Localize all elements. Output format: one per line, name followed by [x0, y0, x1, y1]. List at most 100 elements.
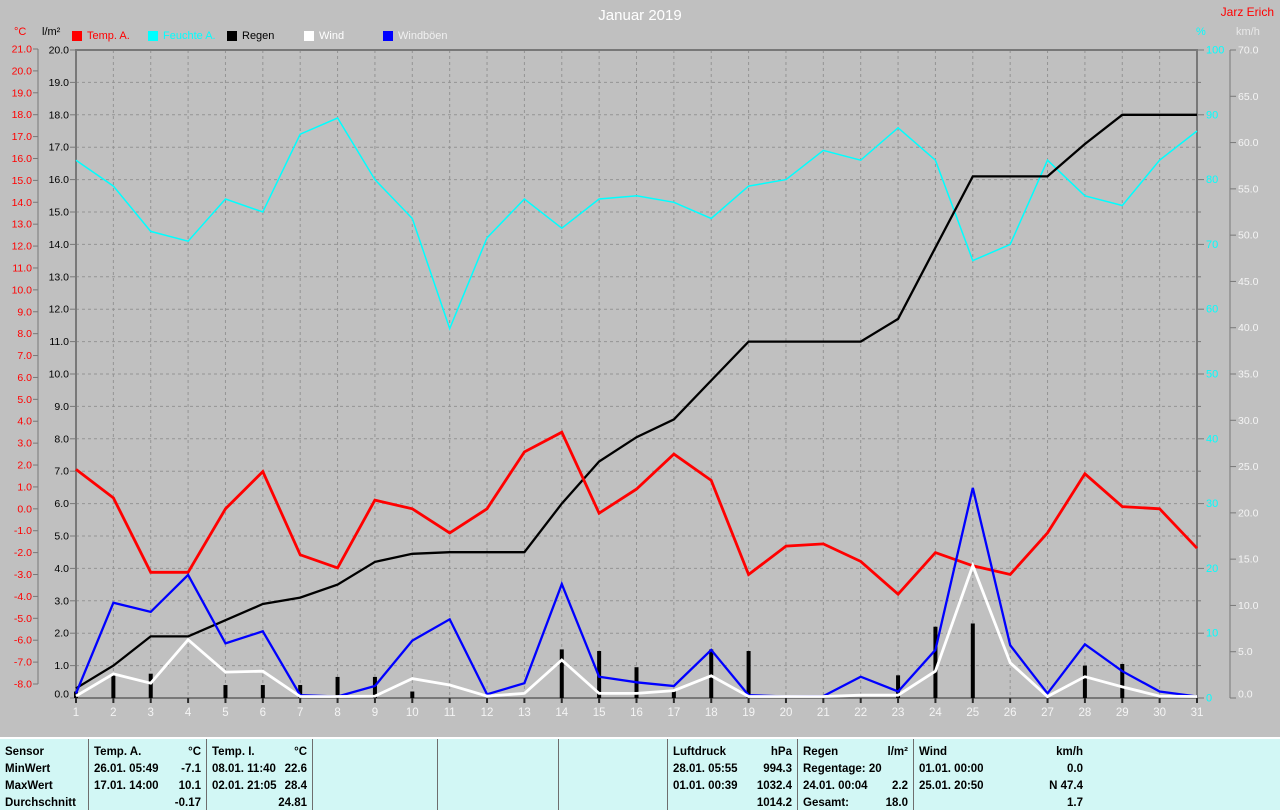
legend-item-temp-a: Temp. A. — [72, 30, 130, 42]
svg-text:6.0: 6.0 — [17, 372, 32, 384]
svg-text:17.0: 17.0 — [49, 142, 70, 154]
svg-text:10.0: 10.0 — [49, 369, 70, 381]
summary-cell-label: Luftdruck — [673, 745, 727, 758]
legend-swatch-icon — [383, 31, 393, 41]
rain-cumulative-line — [75, 113, 1197, 690]
svg-text:5: 5 — [222, 707, 228, 719]
summary-row: 28.01. 05:55 994.3 — [673, 760, 792, 777]
svg-text:20: 20 — [780, 707, 793, 719]
svg-text:-4.0: -4.0 — [14, 591, 32, 603]
svg-text:18: 18 — [705, 707, 718, 719]
svg-text:14.0: 14.0 — [49, 239, 70, 251]
summary-cell-value: 1.7 — [1067, 796, 1083, 809]
summary-column-empty — [558, 739, 667, 810]
summary-cell-label: Temp. I. — [212, 745, 255, 758]
svg-text:16: 16 — [630, 707, 643, 719]
svg-text:18.0: 18.0 — [12, 109, 33, 121]
summary-row: MinWert — [5, 760, 83, 777]
svg-text:9.0: 9.0 — [17, 306, 32, 318]
svg-text:11: 11 — [444, 707, 456, 719]
svg-text:2: 2 — [110, 707, 116, 719]
svg-text:7: 7 — [297, 707, 303, 719]
svg-text:-1.0: -1.0 — [14, 525, 32, 537]
svg-text:27: 27 — [1041, 707, 1054, 719]
svg-text:21: 21 — [817, 707, 830, 719]
legend-label: Feuchte A. — [163, 30, 216, 42]
svg-text:0.0: 0.0 — [54, 689, 69, 701]
svg-text:13.0: 13.0 — [12, 219, 33, 231]
wind-line — [75, 561, 1198, 699]
summary-row: Wind km/h — [919, 743, 1083, 760]
summary-cell-value: N 47.4 — [1049, 779, 1083, 792]
svg-text:13: 13 — [518, 707, 531, 719]
svg-text:5.0: 5.0 — [17, 394, 32, 406]
svg-text:80: 80 — [1206, 174, 1218, 186]
svg-text:60.0: 60.0 — [1238, 137, 1259, 149]
svg-text:9.0: 9.0 — [54, 401, 69, 413]
svg-text:3.0: 3.0 — [54, 595, 69, 607]
summary-cell-value: 1014.2 — [756, 796, 792, 809]
summary-column-temp-a: Temp. A. °C 26.01. 05:49 -7.1 17.01. 14:00 10… — [88, 739, 206, 810]
summary-cell-label: 24.01. 00:04 — [803, 779, 868, 792]
svg-text:16.0: 16.0 — [12, 153, 33, 165]
svg-text:13.0: 13.0 — [49, 271, 70, 283]
summary-row: 1014.2 — [673, 794, 792, 810]
rain-axis: 20.0 19.0 18.0 17.0 16.0 15.0 14.0 13.0 12.0 11.0… — [49, 45, 75, 701]
summary-cell-label: Sensor — [5, 745, 44, 758]
summary-row: Luftdruck hPa — [673, 743, 792, 760]
wind-axis: 70.0 65.0 60.0 55.0 50.0 45.0 40.0 35.0 30.0 25.0… — [1229, 45, 1259, 701]
svg-text:10.0: 10.0 — [12, 284, 33, 296]
temperature-line — [75, 430, 1199, 597]
legend-label: Temp. A. — [87, 30, 130, 42]
summary-row: Regentage: 20 — [803, 760, 908, 777]
legend-swatch-icon — [72, 31, 82, 41]
svg-text:14.0: 14.0 — [12, 197, 33, 209]
svg-text:15: 15 — [593, 707, 606, 719]
svg-text:5.0: 5.0 — [54, 531, 69, 543]
svg-text:1.0: 1.0 — [17, 481, 32, 493]
svg-text:17.0: 17.0 — [12, 131, 33, 143]
summary-row: Sensor — [5, 743, 83, 760]
legend-item-feuchte-a: Feuchte A. — [148, 30, 216, 42]
svg-text:30: 30 — [1206, 498, 1218, 510]
svg-text:2.0: 2.0 — [17, 460, 32, 472]
svg-text:2.0: 2.0 — [54, 628, 69, 640]
summary-row: -0.17 — [94, 794, 201, 810]
summary-cell-value: hPa — [770, 745, 792, 758]
summary-row: 02.01. 21:05 28.4 — [212, 777, 307, 794]
svg-text:55.0: 55.0 — [1238, 183, 1259, 195]
svg-text:11.0: 11.0 — [49, 336, 69, 348]
humidity-line — [75, 117, 1198, 331]
summary-row: 1.7 — [919, 794, 1083, 810]
summary-column-sensor: Sensor MinWert MaxWert Durchschnitt — [0, 739, 88, 810]
svg-text:70.0: 70.0 — [1238, 45, 1259, 57]
svg-text:12.0: 12.0 — [12, 241, 33, 253]
summary-cell-value: l/m² — [887, 745, 908, 758]
summary-cell-value: °C — [188, 745, 201, 758]
svg-text:0: 0 — [1206, 693, 1212, 705]
svg-text:22: 22 — [854, 707, 867, 719]
svg-text:-5.0: -5.0 — [14, 613, 32, 625]
svg-text:20.0: 20.0 — [12, 65, 33, 77]
svg-text:20.0: 20.0 — [49, 45, 70, 57]
svg-text:5.0: 5.0 — [1238, 646, 1253, 658]
svg-text:16.0: 16.0 — [49, 174, 70, 186]
summary-cell-value: 22.6 — [284, 762, 307, 775]
summary-row: Gesamt: 18.0 — [803, 794, 908, 810]
svg-text:7.0: 7.0 — [54, 466, 69, 478]
humidity-axis-unit: % — [1196, 26, 1206, 38]
summary-row: Temp. A. °C — [94, 743, 201, 760]
summary-cell-value: 10.1 — [178, 779, 201, 792]
station-owner-label: Jarz Erich — [1220, 5, 1274, 19]
summary-cell-label: 17.01. 14:00 — [94, 779, 159, 792]
svg-text:17: 17 — [667, 707, 680, 719]
svg-text:29: 29 — [1116, 707, 1129, 719]
summary-cell-value: -0.17 — [174, 796, 201, 809]
svg-text:7.0: 7.0 — [17, 350, 32, 362]
summary-row: 24.01. 00:04 2.2 — [803, 777, 908, 794]
svg-text:40: 40 — [1206, 433, 1218, 445]
summary-cell-label: 25.01. 20:50 — [919, 779, 984, 792]
summary-cell-label: 01.01. 00:00 — [919, 762, 984, 775]
